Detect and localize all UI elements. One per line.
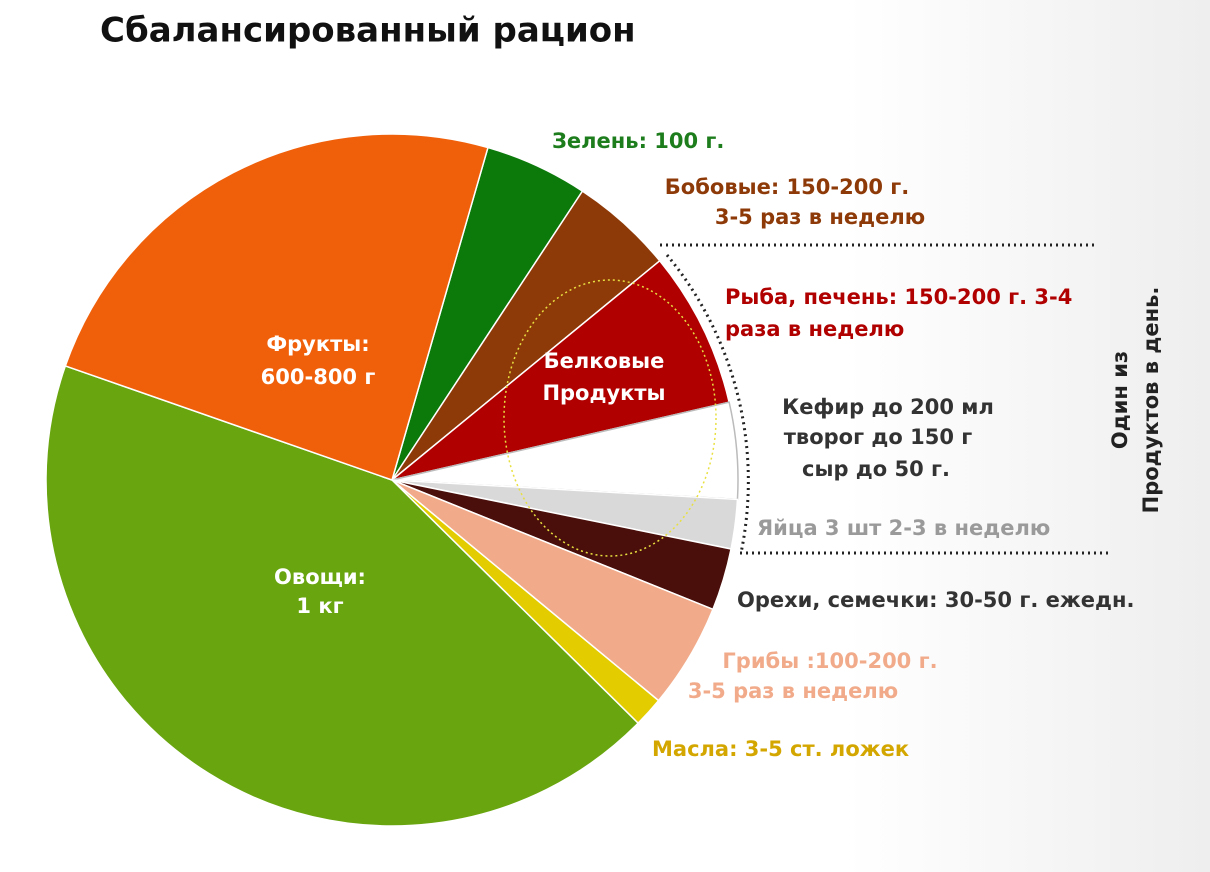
slice-label: Яйца 3 шт 2-3 в неделю	[757, 516, 1050, 540]
slice-label: Орехи, семечки: 30-50 г. ежедн.	[737, 588, 1134, 612]
slice-label: творог до 150 г	[784, 425, 972, 449]
slice-label: Грибы :100-200 г.	[722, 649, 937, 673]
chart-title: Сбалансированный рацион	[100, 11, 636, 51]
slice-label: Масла: 3-5 ст. ложек	[652, 737, 909, 761]
slice-label: Зелень: 100 г.	[552, 129, 724, 153]
pie-slice	[45, 364, 640, 827]
protein-label: Продукты	[542, 381, 665, 405]
slice-label: 3-5 раз в неделю	[715, 205, 925, 229]
protein-ellipse	[503, 279, 717, 557]
slice-label: Овощи:	[274, 565, 366, 589]
pie	[45, 133, 739, 827]
slice-label: 3-5 раз в неделю	[688, 679, 898, 703]
side-label: Один из	[1108, 351, 1132, 449]
pie-slice	[64, 133, 489, 481]
slice-label: 1 кг	[296, 594, 343, 618]
slice-label: Рыба, печень: 150-200 г. 3-4	[725, 285, 1072, 309]
slice-label: Бобовые: 150-200 г.	[665, 175, 909, 199]
labels: Зелень: 100 г. Бобовые: 150-200 г. 3-5 раз…	[261, 129, 1135, 761]
slice-label: 600-800 г	[261, 365, 376, 389]
side-label: Продуктов в день.	[1139, 287, 1163, 514]
slice-label: раза в неделю	[725, 317, 904, 341]
slice-label: сыр до 50 г.	[802, 457, 950, 481]
bracket-arc	[665, 254, 750, 554]
protein-label: Белковые	[544, 349, 665, 373]
pie-slice	[391, 259, 731, 481]
slice-label: Фрукты:	[266, 332, 369, 356]
slice-label: Кефир до 200 мл	[782, 395, 994, 419]
